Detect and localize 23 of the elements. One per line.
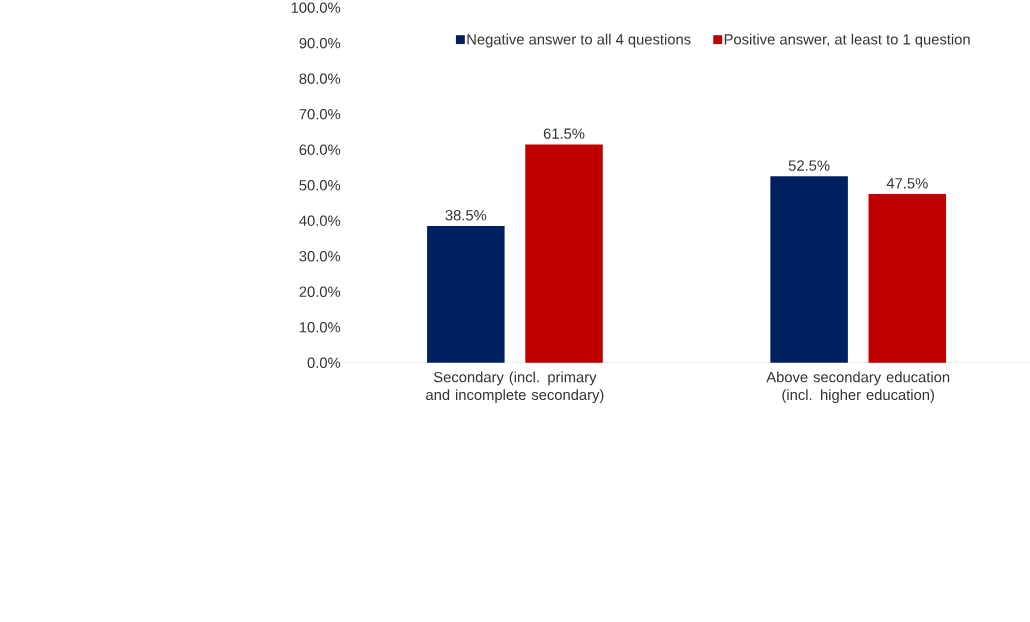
y-tick-label: 10.0% <box>299 322 341 333</box>
y-tick-label: 70.0% <box>299 108 341 120</box>
x-tick-label: Secondary (incl. primary and incomplete secondary) <box>426 371 604 403</box>
bar <box>525 144 603 363</box>
y-tick-label: 40.0% <box>299 215 341 226</box>
data-label: 38.5% <box>445 210 487 221</box>
data-label: 47.5% <box>886 178 928 189</box>
legend-label: Positive answer, at least to 1 question <box>724 33 970 48</box>
legend-label: Negative answer to all 4 questions <box>467 33 691 48</box>
y-tick-label: 100.0% <box>291 2 341 13</box>
y-tick-label: 50.0% <box>299 180 341 191</box>
y-tick-label: 60.0% <box>299 144 341 155</box>
y-tick-label: 30.0% <box>299 251 341 262</box>
bar <box>427 226 505 363</box>
y-tick-label: 0.0% <box>307 357 341 368</box>
y-tick-label: 20.0% <box>299 286 341 297</box>
bar <box>770 176 848 363</box>
y-tick-label: 90.0% <box>299 37 341 49</box>
x-tick-label: Above secondary education (incl. higher education) <box>766 371 950 403</box>
bar <box>868 194 947 363</box>
data-label: 61.5% <box>543 128 585 139</box>
data-label: 52.5% <box>788 160 830 171</box>
y-tick-label: 80.0% <box>299 73 341 84</box>
